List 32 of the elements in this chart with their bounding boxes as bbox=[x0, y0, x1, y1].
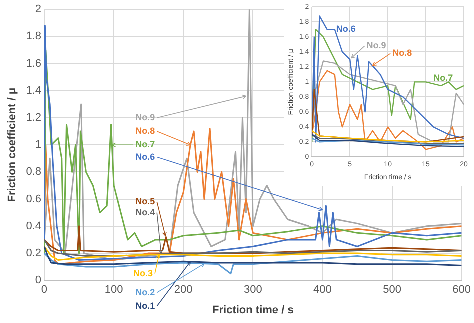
series-label: No.7 bbox=[434, 72, 454, 83]
text: No.8 bbox=[136, 126, 156, 136]
y-tick-label: 1.2 bbox=[26, 112, 42, 124]
x-axis-title: Friction time / s bbox=[212, 304, 294, 316]
x-tick-label: 200 bbox=[174, 284, 193, 296]
series-label: No.6 bbox=[336, 24, 356, 34]
series-label: No.3 bbox=[134, 268, 154, 278]
x-tick-label: 100 bbox=[104, 284, 124, 296]
y-axis-title: Friction coefficient / μ bbox=[6, 88, 19, 202]
y-tick-label: 0.8 bbox=[26, 166, 42, 178]
x-tick-label: 600 bbox=[452, 284, 472, 296]
legend-label: No.7 bbox=[136, 140, 156, 150]
y-tick-label: 0.6 bbox=[26, 193, 42, 206]
y-tick-label: 2 bbox=[35, 4, 42, 16]
y-tick-label: 1.6 bbox=[26, 58, 42, 70]
text: No.6 bbox=[136, 152, 156, 162]
y-tick-label: 0 bbox=[35, 274, 42, 287]
x-tick-label: 300 bbox=[244, 284, 262, 296]
y-tick-label: 0.4 bbox=[26, 220, 42, 232]
y-tick-label: 0.2 bbox=[26, 248, 42, 260]
text: No.8 bbox=[392, 48, 412, 58]
text: No.5 bbox=[136, 196, 156, 206]
y-tick-label: 1 bbox=[35, 139, 42, 152]
x-tick-label: 400 bbox=[314, 284, 332, 296]
text: No.9 bbox=[136, 112, 156, 122]
text: No.2 bbox=[136, 287, 156, 298]
y-tick-label: 1.8 bbox=[26, 30, 42, 43]
x-tick-label: 500 bbox=[383, 284, 402, 296]
y-tick-label: 1.4 bbox=[26, 84, 42, 97]
text: No.1 bbox=[136, 300, 156, 311]
text: No.4 bbox=[136, 207, 156, 218]
text: No.9 bbox=[366, 40, 386, 51]
